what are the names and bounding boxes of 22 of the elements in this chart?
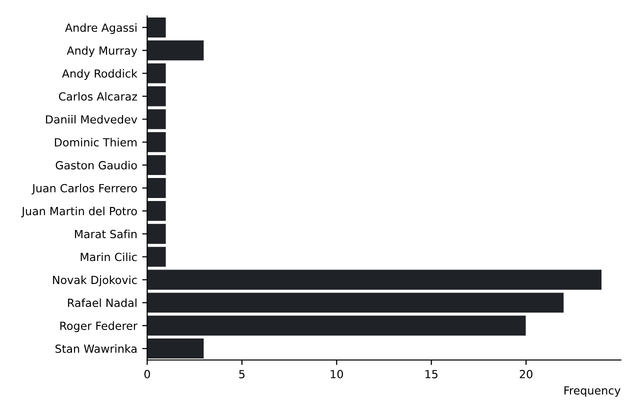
x-tick-label: 10 bbox=[330, 370, 343, 378]
x-tick-label: 0 bbox=[144, 370, 150, 378]
y-tick-label: Andy Murray bbox=[66, 46, 138, 57]
y-tick-label: Andy Roddick bbox=[62, 69, 138, 80]
y-tick-label: Stan Wawrinka bbox=[56, 344, 136, 353]
y-tick-label: Dominic Thiem bbox=[54, 138, 137, 147]
y-tick-label: Juan Martin del Potro bbox=[21, 206, 137, 218]
y-tick-label: Juan Carlos Ferrero bbox=[32, 184, 137, 194]
y-tick-label: Marin Cilic bbox=[80, 252, 137, 262]
x-axis-title: Frequency bbox=[564, 386, 620, 397]
y-tick-label: Rafael Nadal bbox=[68, 298, 136, 308]
y-tick-label: Roger Federer bbox=[60, 321, 138, 332]
y-tick-label: Daniil Medvedev bbox=[46, 114, 138, 124]
x-tick-label: 5 bbox=[239, 370, 244, 378]
y-tick-label: Gaston Gaudio bbox=[56, 160, 137, 170]
y-tick-label: Novak Djokovic bbox=[53, 276, 137, 286]
bar bbox=[147, 177, 166, 199]
x-tick-label: 15 bbox=[426, 370, 438, 378]
y-tick-label: Marat Safin bbox=[75, 230, 137, 238]
y-tick-label: Carlos Alcaraz bbox=[58, 92, 137, 101]
x-tick-label: 20 bbox=[520, 370, 532, 378]
y-tick-label: Andre Agassi bbox=[65, 23, 136, 34]
